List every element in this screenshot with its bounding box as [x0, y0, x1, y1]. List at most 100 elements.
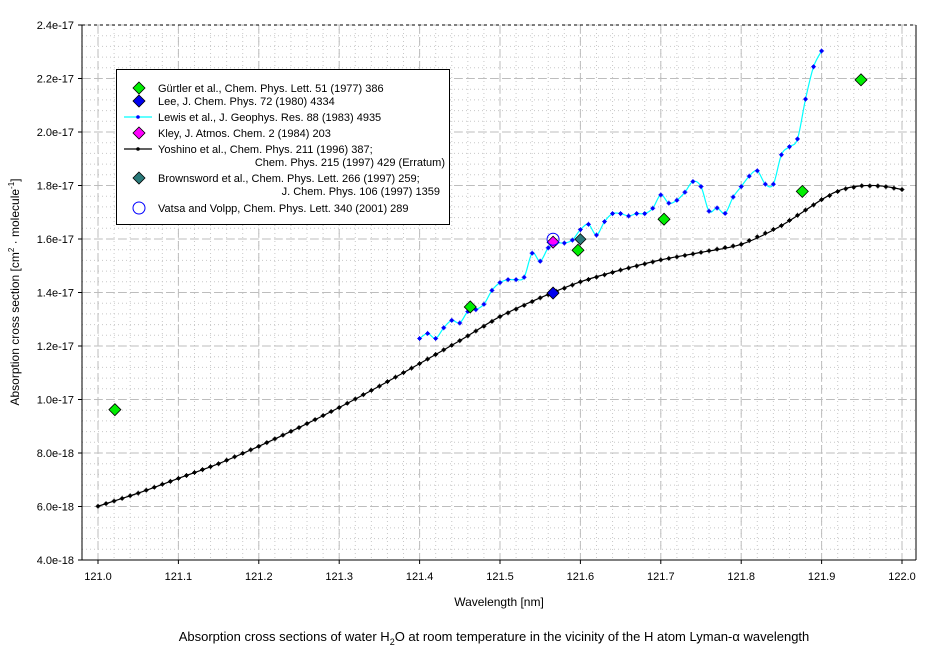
data-point-cross [561, 285, 567, 291]
data-point-cross [433, 351, 439, 357]
data-point-cross [835, 189, 841, 195]
data-point-cross [264, 440, 270, 446]
data-point-cross [224, 457, 230, 463]
data-point-cross [746, 173, 752, 179]
data-point-cross [425, 356, 431, 362]
y-tick-label: 4.0e-18 [37, 555, 74, 567]
data-point-cross [690, 178, 696, 184]
legend-marker [132, 126, 146, 140]
data-point-cross [481, 301, 487, 307]
x-tick-label: 121.0 [84, 571, 112, 583]
data-point-cross [786, 217, 792, 223]
data-point-cross [232, 454, 238, 460]
data-point-cross [457, 338, 463, 344]
data-point-cross [650, 205, 656, 211]
y-tick-label: 1.2e-17 [37, 341, 74, 353]
data-point-cross [794, 212, 800, 218]
data-point [571, 243, 585, 257]
data-point-cross [409, 365, 415, 371]
data-point-cross [360, 392, 366, 398]
x-tick-label: 121.5 [486, 571, 514, 583]
data-point-cross [449, 317, 455, 323]
data-point-cross [489, 318, 495, 324]
data-point-cross [545, 245, 551, 251]
data-point-cross [521, 274, 527, 280]
data-point-cross [191, 470, 197, 476]
x-axis-label: Wavelength [nm] [454, 595, 544, 609]
data-point-cross [706, 208, 712, 214]
legend-label: Vatsa and Volpp, Chem. Phys. Lett. 340 (… [158, 203, 409, 215]
data-point-cross [127, 493, 133, 499]
data-point-cross [119, 495, 125, 501]
data-point-cross [770, 181, 776, 187]
data-point-cross [159, 481, 165, 487]
data-point-cross [891, 185, 897, 191]
y-tick-label: 2.2e-17 [37, 74, 74, 86]
data-point-cross [714, 246, 720, 252]
data-point [463, 300, 477, 314]
legend-entry-grtler: Gürtler et al., Chem. Phys. Lett. 51 (19… [132, 81, 384, 95]
data-point-cross [593, 232, 599, 238]
data-point-cross [320, 413, 326, 419]
data-point-cross [505, 277, 511, 283]
data-point-cross [778, 223, 784, 229]
x-tick-label: 121.2 [245, 571, 273, 583]
data-point-cross [754, 168, 760, 174]
data-point-cross [634, 263, 640, 269]
series-grtler [108, 73, 868, 417]
data-point-cross [658, 192, 664, 198]
data-point-cross [368, 387, 374, 393]
data-point-cross [513, 306, 519, 312]
x-tick-label: 121.1 [165, 571, 193, 583]
data-point [795, 184, 809, 198]
data-point [546, 232, 560, 246]
legend-marker [132, 201, 146, 215]
data-point-cross [618, 267, 624, 273]
data-point-cross [417, 361, 423, 367]
data-point-cross [899, 187, 905, 193]
data-point-cross [457, 320, 463, 326]
legend-marker [136, 115, 140, 119]
data-point-cross [778, 152, 784, 158]
data-point-cross [296, 425, 302, 431]
data-point-cross [585, 221, 591, 227]
data-point-cross [722, 245, 728, 251]
data-point-cross [183, 472, 189, 478]
data-point-cross [529, 299, 535, 305]
data-point-cross [819, 197, 825, 203]
data-point-cross [722, 210, 728, 216]
x-tick-label: 122.0 [888, 571, 916, 583]
data-point [574, 233, 587, 246]
data-point-cross [433, 336, 439, 342]
data-point-cross [465, 333, 471, 339]
data-point-cross [344, 400, 350, 406]
data-point-cross [738, 184, 744, 190]
data-point-cross [392, 374, 398, 380]
data-point-cross [103, 501, 109, 507]
legend-label: Yoshino et al., Chem. Phys. 211 (1996) 3… [158, 144, 373, 156]
data-point-cross [738, 241, 744, 247]
data-point-cross [569, 237, 575, 243]
y-axis-label: Absorption cross section [cm2 · molecule… [7, 178, 22, 405]
legend-label-continued: J. Chem. Phys. 106 (1997) 1359 [282, 186, 440, 198]
legend-label: Kley, J. Atmos. Chem. 2 (1984) 203 [158, 128, 331, 140]
data-point-cross [602, 272, 608, 278]
legend: Gürtler et al., Chem. Phys. Lett. 51 (19… [116, 69, 450, 225]
x-tick-label: 121.7 [647, 571, 675, 583]
data-point-cross [425, 330, 431, 336]
data-point-cross [883, 184, 889, 190]
data-point-cross [730, 194, 736, 200]
data-point-cross [746, 238, 752, 244]
data-point-cross [642, 261, 648, 267]
x-tick-label: 121.8 [727, 571, 755, 583]
data-point-cross [505, 310, 511, 316]
data-point-cross [248, 447, 254, 453]
data-point-cross [481, 323, 487, 329]
data-point-cross [312, 417, 318, 423]
data-point-cross [593, 274, 599, 280]
data-point-cross [376, 383, 382, 389]
x-tick-label: 121.4 [406, 571, 434, 583]
legend-marker [132, 171, 146, 185]
legend-entry-yoshino: Yoshino et al., Chem. Phys. 211 (1996) 3… [124, 144, 445, 169]
data-point-cross [537, 295, 543, 301]
